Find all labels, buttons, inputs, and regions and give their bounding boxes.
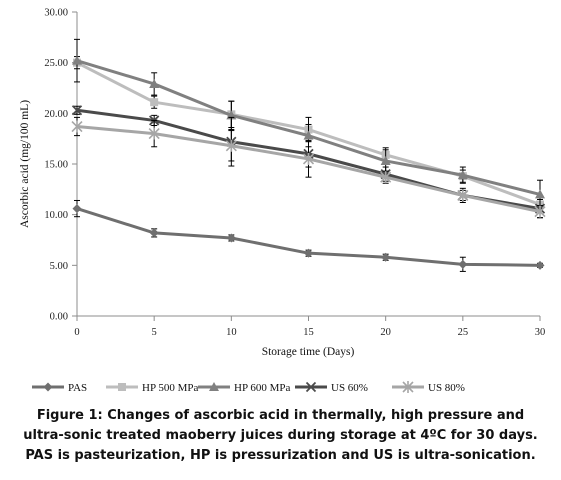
marker-asterisk: [225, 139, 237, 152]
caption-line-1: Figure 1: Changes of ascorbic acid in th…: [36, 408, 525, 423]
marker-x: [71, 105, 83, 116]
y-tick-label: 25.00: [44, 58, 68, 69]
x-tick-label: 30: [535, 327, 546, 338]
marker-square: [150, 98, 159, 107]
y-tick-label: 20.00: [44, 109, 68, 120]
axes: 0.00 5.00 10.00 15.00 20.00 25.00 30.00 0 5 10 15 2…: [44, 8, 545, 339]
x-tick-label: 25: [458, 327, 469, 338]
marker-asterisk: [71, 120, 83, 133]
x-tick-label: 5: [152, 327, 157, 338]
caption-line-3: PAS is pasteurization, HP is pressurizat…: [25, 448, 536, 463]
marker-diamond: [43, 382, 53, 392]
marker-diamond: [458, 259, 468, 269]
legend-item: PAS: [32, 382, 87, 394]
marker-asterisk: [380, 171, 392, 184]
legend-label: HP 600 MPa: [234, 382, 291, 394]
series-us-80-: [71, 116, 546, 219]
marker-asterisk: [302, 152, 315, 165]
y-tick-label: 5.00: [50, 261, 68, 272]
x-axis-title: Storage time (Days): [262, 346, 355, 358]
x-tick-label: 10: [226, 327, 237, 338]
marker-asterisk: [457, 189, 469, 202]
legend-item: HP 600 MPa: [198, 382, 291, 394]
marker-triangle: [380, 155, 391, 165]
line-chart: 0.00 5.00 10.00 15.00 20.00 25.00 30.00 0 5 10 15 2…: [19, 8, 546, 394]
legend-item: HP 500 MPa: [106, 382, 199, 394]
marker-diamond: [304, 248, 313, 258]
x-tick-label: 15: [303, 327, 314, 338]
marker-triangle: [209, 382, 219, 391]
marker-triangle: [72, 55, 82, 65]
y-tick-label: 30.00: [44, 8, 68, 19]
caption-line-2: ultra-sonic treated maoberry juices duri…: [23, 428, 538, 443]
marker-diamond: [149, 228, 159, 238]
marker-diamond: [535, 260, 545, 270]
x-tick-label: 20: [380, 327, 391, 338]
marker-x: [305, 381, 317, 393]
marker-triangle: [303, 130, 314, 140]
marker-asterisk: [534, 205, 546, 218]
chart-area: 0.00 5.00 10.00 15.00 20.00 25.00 30.00 0 5 10 15 2…: [19, 8, 546, 394]
legend-item: US 80%: [392, 381, 465, 394]
legend-label: US 60%: [331, 382, 368, 394]
legend-label: US 80%: [428, 382, 465, 394]
y-tick-label: 15.00: [44, 160, 68, 171]
legend: PAS HP 500 MPa HP 600 MPa US 60% US 80%: [32, 381, 465, 394]
legend-label: HP 500 MPa: [142, 382, 199, 394]
marker-x-stroke: [305, 381, 317, 393]
marker-diamond: [381, 252, 391, 262]
marker-triangle: [457, 170, 468, 180]
legend-item: US 60%: [295, 381, 368, 394]
legend-label: PAS: [68, 382, 87, 394]
y-tick-label: 0.00: [50, 312, 68, 323]
marker-asterisk: [148, 127, 160, 140]
marker-diamond: [72, 204, 82, 214]
y-tick-label: 10.00: [44, 210, 68, 221]
marker-x-stroke: [71, 105, 83, 116]
x-tick-label: 0: [74, 327, 79, 338]
y-axis-title: Ascorbic acid (mg/100 mL): [19, 100, 31, 228]
series-layer: [71, 38, 546, 272]
figure-caption: Figure 1: Changes of ascorbic acid in th…: [0, 406, 561, 466]
marker-asterisk: [402, 381, 414, 393]
marker-triangle: [535, 189, 545, 199]
series-pas: [72, 199, 545, 272]
marker-square: [118, 383, 126, 391]
marker-diamond: [226, 233, 236, 243]
marker-triangle: [149, 78, 160, 88]
